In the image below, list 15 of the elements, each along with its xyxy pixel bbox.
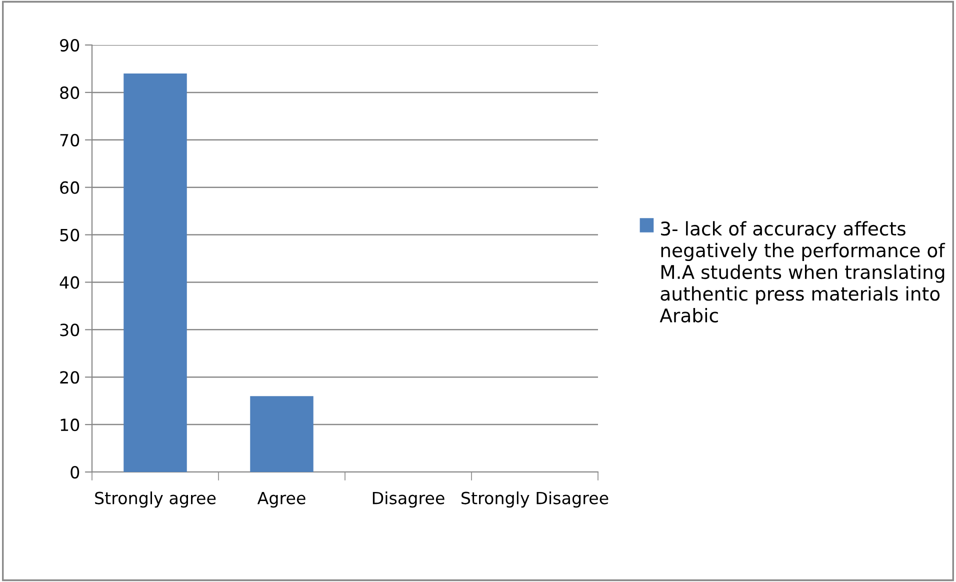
y-tick-label: 90 (60, 38, 80, 52)
y-tick-label: 0 (70, 466, 80, 479)
y-tick-label: 60 (60, 181, 80, 194)
x-tick-label: Agree (257, 492, 306, 508)
y-tick-label: 40 (60, 276, 80, 289)
legend-label: 3- lack of accuracy affects negatively the performance of M.A students when translating authentic press materials into Arabic (660, 221, 946, 323)
y-tick-label: 30 (60, 324, 80, 336)
y-tick-label: 50 (60, 228, 80, 242)
y-tick-label: 20 (60, 371, 80, 384)
y-tick-label: 70 (60, 134, 80, 146)
x-tick-label: Strongly Disagree (462, 491, 608, 508)
y-tick-label: 10 (60, 418, 80, 432)
y-tick-label: 80 (60, 86, 80, 100)
x-tick-label: Disagree (372, 491, 444, 508)
x-tick-label: Strongly agree (95, 491, 216, 508)
